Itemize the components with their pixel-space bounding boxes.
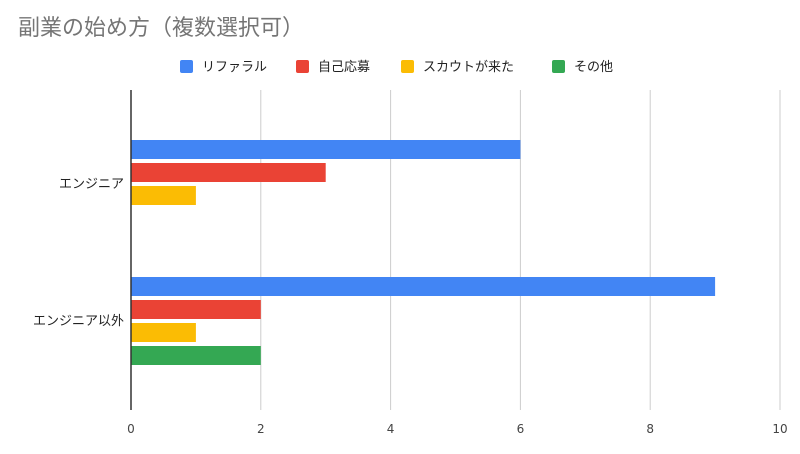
x-tick-label: 10 [772, 422, 787, 436]
legend-swatch [401, 60, 414, 73]
category-label: エンジニア以外 [33, 314, 124, 329]
x-tick-label: 6 [517, 422, 525, 436]
category-label: エンジニア [59, 177, 124, 192]
legend: リファラル 自己応募 スカウトが来た その他 [180, 60, 613, 75]
bar-1 [131, 140, 521, 159]
legend-swatch [296, 60, 309, 73]
bar-3 [131, 186, 196, 205]
bar-1 [131, 277, 716, 296]
chart-title: 副業の始め方（複数選択可） [18, 16, 305, 41]
x-tick-label: 8 [646, 422, 654, 436]
bar-4 [131, 346, 261, 365]
legend-label: その他 [574, 60, 613, 75]
x-tick-label: 0 [127, 422, 135, 436]
legend-swatch [552, 60, 565, 73]
x-axis-ticks: 0 2 4 6 8 10 [127, 422, 787, 436]
legend-label: リファラル [202, 60, 267, 75]
bars [131, 140, 716, 365]
legend-label: 自己応募 [318, 60, 370, 75]
bar-2 [131, 300, 261, 319]
legend-label: スカウトが来た [423, 60, 514, 75]
x-tick-label: 2 [257, 422, 265, 436]
legend-swatch [180, 60, 193, 73]
bar-3 [131, 323, 196, 342]
bar-2 [131, 163, 326, 182]
x-tick-label: 4 [387, 422, 395, 436]
gridlines [260, 90, 781, 410]
